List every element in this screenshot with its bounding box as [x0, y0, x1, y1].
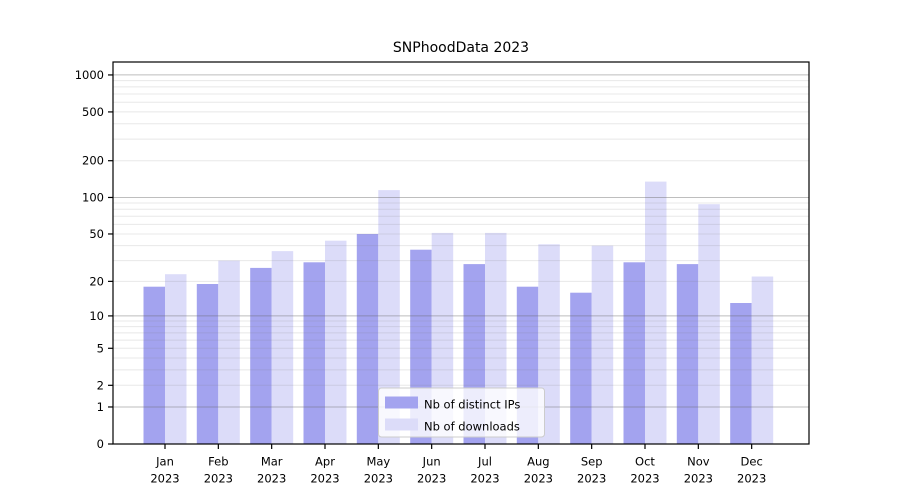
y-axis: 0 1 2 5 10 20 50 100 200 500 1000: [75, 68, 113, 451]
bar-distinct-ips-nov: [676, 264, 699, 444]
legend-label: Nb of distinct IPs: [424, 398, 520, 412]
x-tick-year: 2023: [524, 472, 553, 486]
y-tick-label: 1000: [75, 68, 104, 82]
bar-downloads-may: [378, 190, 400, 444]
legend-label: Nb of downloads: [424, 420, 520, 434]
bar-downloads-mar: [271, 251, 294, 444]
x-tick-label: Jul 2023: [470, 455, 499, 486]
bar-downloads-apr: [325, 240, 347, 444]
x-tick-month: Nov: [687, 455, 710, 469]
legend: Nb of distinct IPs Nb of downloads: [378, 387, 545, 438]
bar-downloads-nov: [698, 204, 720, 444]
x-tick-label: Oct 2023: [630, 455, 659, 486]
x-tick-year: 2023: [204, 472, 233, 486]
x-tick-year: 2023: [737, 472, 766, 486]
x-tick-year: 2023: [364, 472, 393, 486]
bar-distinct-ips-feb: [196, 284, 219, 444]
x-tick-year: 2023: [257, 472, 286, 486]
bar-distinct-ips-may: [356, 234, 379, 444]
y-tick-label: 2: [97, 378, 104, 392]
bar-downloads-oct: [645, 181, 667, 444]
x-tick-label: Feb 2023: [204, 455, 233, 486]
legend-swatch-downloads: [385, 418, 418, 431]
x-tick-month: Feb: [208, 455, 228, 469]
x-tick-year: 2023: [310, 472, 339, 486]
x-tick-label: Jun 2023: [417, 455, 446, 486]
x-tick-label: Dec 2023: [737, 455, 766, 486]
x-tick-year: 2023: [630, 472, 659, 486]
x-tick-label: Mar 2023: [257, 455, 286, 486]
y-tick-label: 10: [89, 309, 104, 323]
x-tick-month: May: [366, 455, 390, 469]
bar-distinct-ips-jan: [143, 286, 165, 444]
bar-distinct-ips-oct: [623, 262, 645, 444]
x-tick-year: 2023: [684, 472, 713, 486]
bar-downloads-jan: [165, 274, 187, 444]
y-tick-label: 5: [97, 341, 104, 355]
x-tick-label: Jan 2023: [150, 455, 179, 486]
y-tick-label: 1: [97, 400, 104, 414]
x-tick-year: 2023: [150, 472, 179, 486]
bar-distinct-ips-apr: [303, 262, 325, 444]
x-tick-month: Sep: [581, 455, 603, 469]
y-tick-label: 200: [82, 154, 104, 168]
legend-box: [378, 387, 545, 438]
bar-distinct-ips-dec: [730, 303, 752, 444]
x-tick-year: 2023: [417, 472, 446, 486]
x-axis: Jan 2023 Feb 2023 Mar 2023 Apr 2023 May 2023 Jun 20…: [150, 444, 766, 486]
x-tick-month: Mar: [261, 455, 283, 469]
x-tick-label: Sep 2023: [577, 455, 606, 486]
y-tick-label: 500: [82, 105, 104, 119]
x-tick-month: Jul: [477, 455, 492, 469]
bar-distinct-ips-mar: [250, 267, 272, 444]
chart-title: SNPhoodData 2023: [393, 40, 529, 56]
bar-distinct-ips-sep: [570, 292, 592, 444]
x-tick-label: Aug 2023: [524, 455, 553, 486]
x-tick-month: Dec: [741, 455, 763, 469]
y-tick-label: 20: [89, 274, 104, 288]
x-tick-label: Apr 2023: [310, 455, 339, 486]
x-tick-year: 2023: [470, 472, 499, 486]
x-tick-month: Oct: [635, 455, 655, 469]
bar-downloads-dec: [751, 276, 774, 444]
x-tick-month: Aug: [527, 455, 549, 469]
grid-layer: [113, 74, 809, 408]
legend-swatch-distinct-ips: [385, 396, 418, 409]
bar-downloads-sep: [591, 245, 614, 444]
x-tick-year: 2023: [577, 472, 606, 486]
x-tick-label: Nov 2023: [684, 455, 713, 486]
x-tick-label: May 2023: [364, 455, 393, 486]
y-tick-label: 50: [89, 227, 104, 241]
y-tick-label: 100: [82, 190, 104, 204]
x-tick-month: Apr: [315, 455, 335, 469]
plot-frame: [112, 61, 810, 445]
y-tick-label: 0: [97, 437, 104, 451]
bar-downloads-feb: [218, 260, 240, 444]
x-tick-month: Jan: [155, 455, 174, 469]
x-tick-month: Jun: [422, 455, 441, 469]
